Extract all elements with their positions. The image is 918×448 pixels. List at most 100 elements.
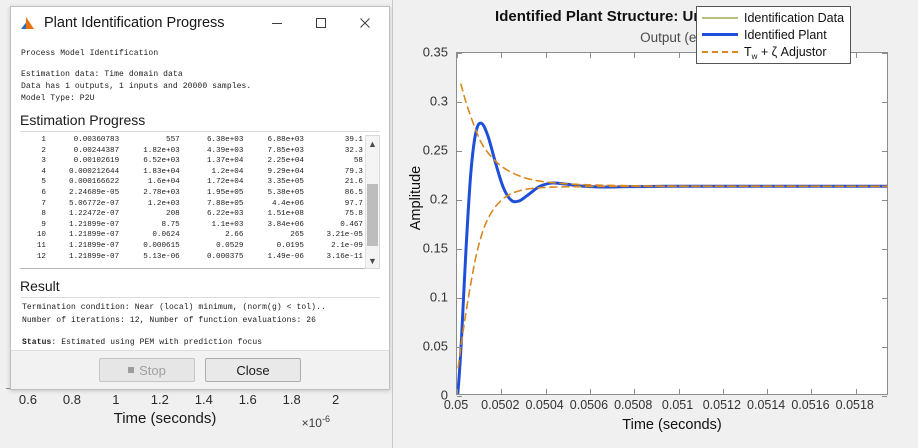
plant-identification-progress-dialog: Plant Identification Progress Process Mo… xyxy=(10,6,390,390)
table-cell: 1.2e+04 xyxy=(211,167,244,176)
axis-tick xyxy=(457,298,462,299)
table-row: 7 5.06772e-07 1.2e+03 7.88e+05 4.4e+06 97.7 xyxy=(20,199,365,210)
table-cell: 557 xyxy=(166,136,180,144)
close-button[interactable]: Close xyxy=(205,358,301,382)
table-cell: 32.3 xyxy=(344,146,363,155)
table-cell: 1.21899e-07 xyxy=(69,241,120,250)
axis-tick xyxy=(457,396,462,397)
table-cell: 6.88e+03 xyxy=(267,136,304,144)
series-line xyxy=(457,185,887,369)
intro-line-1: Process Model Identification xyxy=(21,49,159,58)
axis-tick xyxy=(882,347,887,348)
table-cell: 1.49e-06 xyxy=(267,252,304,261)
y-tick-label: 0.1 xyxy=(429,289,448,305)
table-cell: 0.000615 xyxy=(143,241,180,250)
axis-tick xyxy=(722,389,724,394)
axis-tick xyxy=(855,53,857,58)
axis-tick xyxy=(882,249,887,250)
estimation-progress-table-wrap: 1 0.00360783 557 6.38e+03 6.88e+03 39.1 2 0.002… xyxy=(20,135,380,269)
table-cell: 7.85e+03 xyxy=(267,146,304,155)
termination-condition-line: Termination condition: Near (local) mini… xyxy=(22,303,326,312)
axis-tick xyxy=(457,102,462,103)
maximize-icon[interactable] xyxy=(299,8,343,38)
axis-tick xyxy=(882,298,887,299)
table-cell: 3.21e-05 xyxy=(326,231,363,240)
legend-label-adjustor-sub: w xyxy=(751,51,758,61)
table-cell: 5.06772e-07 xyxy=(69,199,120,208)
y-tick-label: 0.35 xyxy=(422,44,448,60)
table-row: 4 0.000212644 1.83e+04 1.2e+04 9.29e+04 79.3 xyxy=(20,167,365,178)
background-tick-label: 0.6 xyxy=(18,392,38,407)
intro-text-block: Process Model Identification Estimation … xyxy=(11,40,389,105)
y-axis-tick-labels: 0 0.05 0.1 0.15 0.2 0.25 0.3 0.35 xyxy=(393,45,453,403)
scroll-up-icon[interactable]: ▲ xyxy=(368,138,377,149)
result-group: Result Termination condition: Near (loca… xyxy=(20,278,380,350)
x-tick-label: 0.0514 xyxy=(747,398,786,412)
plot-legend: Identification Data Identified Plant Tw … xyxy=(696,6,852,64)
table-row: 3 0.00102619 6.52e+03 1.37e+04 2.25e+04 58 xyxy=(20,156,365,167)
table-cell: 0.000375 xyxy=(206,252,244,261)
table-cell: 4.4e+06 xyxy=(272,199,304,208)
series-line xyxy=(460,83,887,188)
table-cell: 1.21899e-07 xyxy=(69,252,120,261)
table-cell: 6.52e+03 xyxy=(143,157,180,166)
x-tick-label: 0.05 xyxy=(443,398,469,412)
table-cell: 1 xyxy=(41,136,46,144)
plot-curves xyxy=(457,83,887,394)
legend-item-identification-data: Identification Data xyxy=(702,10,844,25)
close-button-label: Close xyxy=(236,362,270,378)
x-tick-label: 0.0512 xyxy=(702,398,741,412)
table-row: 6 2.24689e-05 2.78e+03 1.95e+05 5.38e+05 86.5 xyxy=(20,188,365,199)
table-cell: 1.83e+04 xyxy=(143,167,180,176)
dialog-title: Plant Identification Progress xyxy=(44,15,225,31)
table-cell: 1.82e+03 xyxy=(143,146,180,155)
table-cell: 2.66 xyxy=(225,231,244,240)
table-cell: 7 xyxy=(41,199,46,208)
table-cell: 3.16e-11 xyxy=(326,252,363,261)
legend-label-identified-plant: Identified Plant xyxy=(744,27,827,42)
scroll-down-icon[interactable]: ▼ xyxy=(368,255,377,266)
x-tick-label: 0.0506 xyxy=(569,398,609,412)
background-tick-label: 2 xyxy=(332,392,340,407)
axis-tick xyxy=(855,389,857,394)
table-row: 9 1.21899e-07 8.75 1.1e+03 3.84e+06 0.467 xyxy=(20,220,365,231)
table-cell: 39.1 xyxy=(344,136,363,144)
legend-item-identified-plant: Identified Plant xyxy=(702,27,844,42)
estimation-progress-scrollbar[interactable]: ▲ ▼ xyxy=(365,135,380,269)
table-cell: 3.35e+05 xyxy=(267,178,304,187)
background-xaxis-label: Time (seconds) xyxy=(113,410,217,427)
table-cell: 6.22e+03 xyxy=(206,210,244,219)
table-cell: 0.00360783 xyxy=(73,136,120,144)
scrollbar-thumb[interactable] xyxy=(367,184,378,246)
stop-button-label: Stop xyxy=(139,362,166,378)
table-cell: 1.51e+08 xyxy=(267,210,304,219)
fit-line: Fit to estimation data: 98.99%, FPE: 1.2… xyxy=(22,350,380,351)
background-exponent-value: -6 xyxy=(321,414,330,424)
table-cell: 1.21899e-07 xyxy=(69,220,120,229)
dialog-footer: Stop Close xyxy=(11,350,389,389)
estimation-progress-scrollarea: 1 0.00360783 557 6.38e+03 6.88e+03 39.1 2 0.002… xyxy=(20,135,365,269)
legend-label-adjustor: Tw + ζ Adjustor xyxy=(744,44,827,61)
background-exponent-label: ×10-6 xyxy=(302,414,330,430)
table-cell: 21.6 xyxy=(344,178,363,187)
axis-tick xyxy=(882,151,887,152)
legend-label-adjustor-suffix: + ζ Adjustor xyxy=(757,44,827,59)
plot-area xyxy=(456,52,888,397)
dialog-body: Process Model Identification Estimation … xyxy=(11,40,389,350)
legend-label-identification-data: Identification Data xyxy=(744,10,845,25)
intro-line-2: Estimation data: Time domain data xyxy=(21,70,183,79)
stop-button[interactable]: Stop xyxy=(99,358,195,382)
table-cell: 1.22472e-07 xyxy=(69,210,120,219)
table-cell: 8 xyxy=(41,210,46,219)
table-row: 12 1.21899e-07 5.13e-06 0.000375 1.49e-06 3.1… xyxy=(20,252,365,263)
table-cell: 1.6e+04 xyxy=(147,178,180,187)
estimation-progress-title: Estimation Progress xyxy=(20,112,152,130)
table-row: 5 0.000166622 1.6e+04 1.72e+04 3.35e+05 21.6 xyxy=(20,177,365,188)
axis-tick xyxy=(457,53,458,58)
table-cell: 75.8 xyxy=(344,210,363,219)
series-line xyxy=(457,122,887,394)
minimize-icon[interactable] xyxy=(255,8,299,38)
dialog-titlebar[interactable]: Plant Identification Progress xyxy=(11,7,389,40)
result-text-block: Termination condition: Near (local) mini… xyxy=(20,302,380,350)
close-icon[interactable] xyxy=(343,8,387,38)
